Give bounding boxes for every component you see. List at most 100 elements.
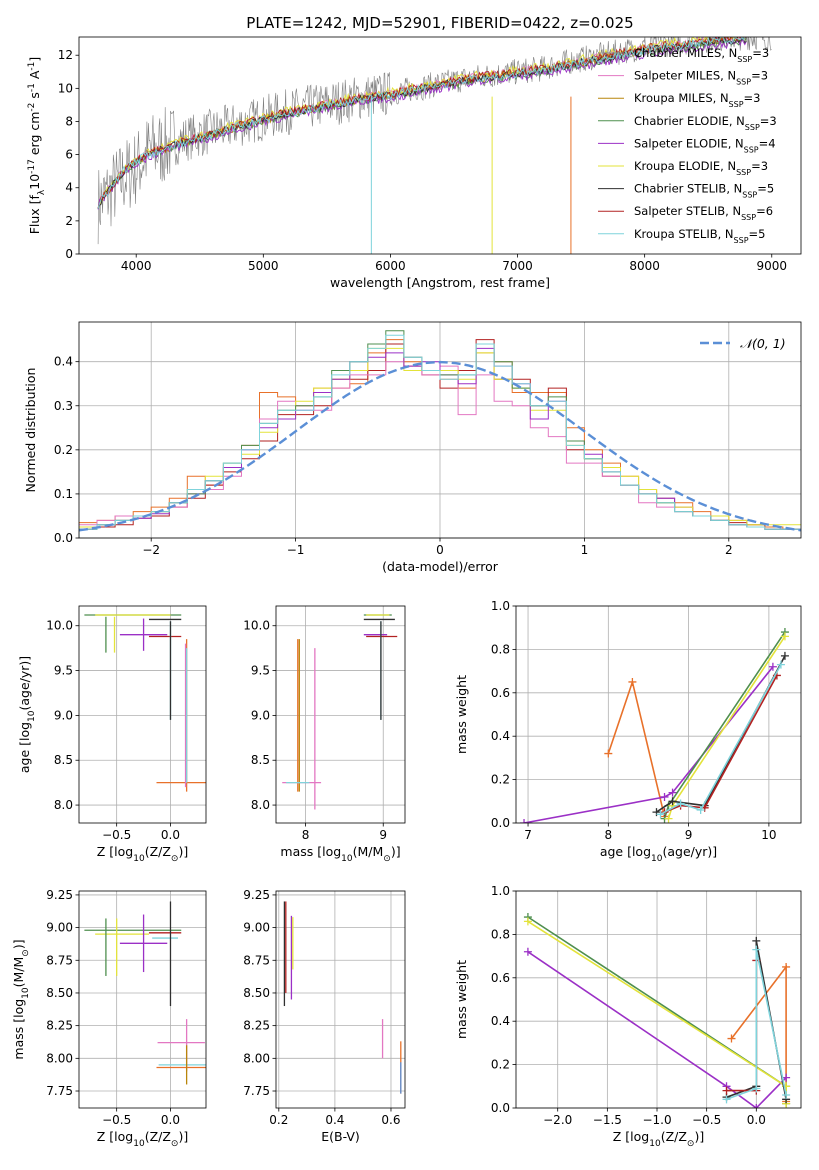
weight-marker [523,917,532,926]
y-tick-label: 8.75 [243,953,270,967]
chart_data.0.xlabel: wavelength [Angstrom, rest frame] [330,275,550,290]
y-tick-label: 0.0 [54,531,73,545]
y-tick-label: 0.1 [54,487,73,501]
legend: 𝒩(0, 1) [700,336,786,351]
weight-marker [768,662,777,671]
y-tick-label: 9.0 [54,708,73,722]
plot-area [84,901,206,1085]
weight-marker [523,947,532,956]
x-tick-label: 8 [605,828,613,842]
plot-area [523,913,791,1108]
y-tick-label: 0 [65,247,73,261]
y-tick-label: 8.25 [46,1019,73,1033]
weight-marker [752,945,761,954]
chart_data.1.reference.name: 𝒩(0, 1) [740,336,786,351]
y-tick-label: 0.3 [54,399,73,413]
axes-frame [515,605,802,824]
y-tick-label: 9.25 [243,888,270,902]
weight-line [523,666,774,823]
y-tick-label: 0.8 [491,642,510,656]
y-tick-label: 12 [58,48,73,62]
y-tick-label: 8.75 [46,953,73,967]
panel-4: 7 8 9 10 0.0 0.2 0.4 0.6 0.8 1.0 age [log10(age/yr… [454,599,802,864]
histogram-series [79,334,801,538]
weight-marker [782,1090,791,1099]
chart_data.4.xlabel: age [log10(age/yr)] [600,844,717,864]
y-tick-label: 10.0 [46,619,73,633]
y-tick-label: 8 [65,114,73,128]
axes-frame [78,605,207,824]
chart_data.4.ylabel: mass weight [454,675,469,754]
weight-marker [782,962,791,971]
axes-frame [275,605,406,824]
x-tick-label: 10 [761,828,776,842]
weight-marker [520,819,529,823]
panel-6: 0.2 0.4 0.6 7.75 8.00 8.25 8.50 8.75 9.00 9.25 E(B… [243,888,406,1144]
y-tick-label: 0.2 [491,773,510,787]
weight-marker [696,805,705,814]
x-tick-label: −1 [287,543,305,557]
model-spectrum [97,37,747,209]
chart_data.2.ylabel: age [log10(age/yr)] [17,656,37,773]
model-spectrum [97,37,747,209]
y-tick-label: 6 [65,148,73,162]
axes-frame [78,890,207,1109]
weight-marker [660,792,669,801]
chart_data.7.ylabel: mass weight [454,960,469,1039]
x-tick-label: 9 [379,828,387,842]
plot-area [520,628,789,823]
y-tick-label: 1.0 [491,884,510,898]
x-tick-label: 5000 [248,259,279,273]
x-tick-label: −2.0 [543,1113,572,1127]
x-tick-label: 7 [524,828,532,842]
y-tick-label: 7.75 [243,1084,270,1098]
x-tick-label: 1 [581,543,589,557]
chart_data.0.series.4.name: Salpeter ELODIE, NSSP=4 [634,136,776,154]
weight-line [660,664,782,816]
weight-marker [722,1086,731,1095]
y-tick-label: 2 [65,214,73,228]
x-tick-label: 0.0 [161,1113,180,1127]
chart_data.5.ylabel: mass [log10(M/M⊙)] [11,939,31,1059]
y-tick-label: 0.2 [491,1058,510,1072]
weight-marker [676,799,685,808]
chart_data.1.xlabel: (data-model)/error [382,559,499,574]
y-tick-label: 8.25 [243,1019,270,1033]
panel-1: −2 −1 0 1 2 0.0 0.1 0.2 0.3 0.4 (data-model)/error… [23,321,802,574]
y-tick-label: 8.50 [46,986,73,1000]
weight-marker [664,814,673,823]
chart_data.2.xlabel: Z [log10(Z/Z⊙)] [97,844,188,864]
chart_data.0.series.5.name: Kroupa ELODIE, NSSP=3 [634,159,768,177]
x-tick-label: 7000 [502,259,533,273]
weight-marker [722,1095,731,1104]
axes-frame [275,890,406,1109]
x-tick-label: −0.5 [692,1113,721,1127]
y-tick-label: 8.00 [243,1051,270,1065]
x-tick-label: 4000 [121,259,152,273]
y-tick-label: 8.50 [243,986,270,1000]
plot-area [79,330,801,538]
weight-marker [752,1104,761,1108]
y-tick-label: 8.00 [46,1051,73,1065]
plot-area [97,37,772,254]
weight-marker [776,660,785,669]
chart_data.0.series.1.name: Salpeter MILES, NSSP=3 [634,69,768,87]
y-tick-label: 8.0 [251,798,270,812]
x-tick-label: 0.2 [269,1113,288,1127]
chart_data.7.xlabel: Z [log10(Z/Z⊙)] [613,1129,704,1149]
panel-5: −0.5 0.0 7.75 8.00 8.25 8.50 8.75 9.00 9.25 Z [lo… [11,888,207,1149]
y-tick-label: 9.25 [46,888,73,902]
plot-area [84,614,206,792]
legend: Chabrier MILES, NSSP=3 Salpeter MILES, NS… [598,46,777,244]
x-tick-label: 9000 [756,259,787,273]
model-spectrum [97,37,747,209]
y-tick-label: 0.4 [491,1014,510,1028]
weight-marker [782,1073,791,1082]
x-tick-label: −0.5 [102,1113,131,1127]
weight-marker [780,632,789,641]
weight-marker [668,797,677,806]
weight-marker [656,810,665,819]
x-tick-label: 9 [685,828,693,842]
y-tick-label: 9.00 [46,921,73,935]
